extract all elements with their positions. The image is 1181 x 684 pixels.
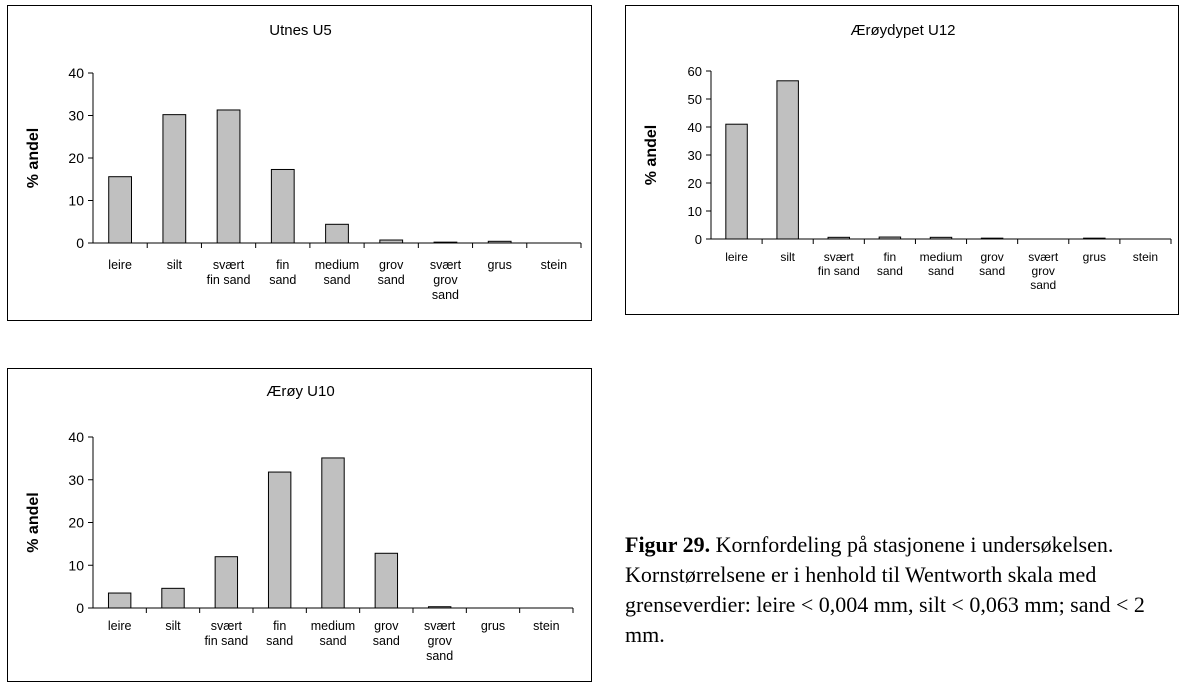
x-tick-label: fin sand: [269, 258, 296, 287]
y-axis-label: % andel: [25, 128, 42, 188]
bar-leire: [107, 592, 132, 609]
x-tick-label: grov sand: [979, 250, 1005, 278]
bar-svært-fin-sand: [216, 109, 241, 244]
bar-leire: [108, 176, 132, 244]
x-tick-label: silt: [165, 619, 181, 633]
x-tick-label: svært grov sand: [430, 258, 462, 302]
x-tick-label: fin sand: [266, 619, 293, 648]
y-tick-label: 30: [68, 108, 84, 124]
y-tick-label: 10: [68, 193, 84, 209]
chart-aeroydypet-u12: Ærøydypet U12 % andel 0 10 20 30 40 50 60 leire si…: [625, 5, 1179, 315]
caption-label: Figur 29.: [625, 532, 711, 557]
y-tick-label: 40: [68, 65, 84, 81]
bar-fin-sand: [270, 168, 295, 244]
figure-caption: Figur 29. Kornfordeling på stasjonene i …: [625, 530, 1180, 650]
bar-silt: [162, 114, 187, 244]
y-tick-label: 30: [688, 148, 702, 163]
y-tick-label: 60: [688, 64, 702, 79]
x-tick-label: grus: [481, 619, 505, 633]
bar-silt: [161, 587, 185, 609]
x-tick-label: grov sand: [373, 619, 400, 648]
bar-grus: [487, 240, 512, 244]
bar-leire: [725, 123, 748, 240]
chart-title: Ærøydypet U12: [850, 22, 955, 39]
bar-medium-sand: [929, 236, 953, 240]
x-tick-label: svært fin sand: [207, 258, 251, 287]
x-tick-label: leire: [108, 619, 132, 633]
bar-grov-sand: [379, 239, 404, 244]
bar-medium-sand: [325, 223, 349, 244]
bar-svært-grov-sand: [433, 241, 458, 244]
chart-utnes-u5: Utnes U5 % andel 0 10 20 30 40 leire silt svært fi…: [7, 5, 592, 321]
x-tick-label: grov sand: [378, 258, 405, 287]
bar-svært-grov-sand: [427, 606, 452, 609]
chart-title: Ærøy U10: [266, 383, 334, 400]
x-tick-label: stein: [541, 258, 567, 272]
bar-medium-sand: [321, 457, 345, 609]
x-tick-label: svært grov sand: [424, 619, 456, 663]
x-tick-label: medium sand: [315, 258, 359, 287]
bar-svært-fin-sand: [214, 556, 239, 609]
x-tick-label: medium sand: [920, 250, 963, 278]
x-tick-label: leire: [725, 250, 748, 264]
y-tick-label: 40: [68, 429, 84, 445]
bar-grov-sand: [374, 552, 399, 609]
y-tick-label: 30: [68, 472, 84, 488]
chart-title: Utnes U5: [269, 22, 332, 39]
y-tick-label: 0: [76, 235, 84, 251]
y-tick-label: 50: [688, 92, 702, 107]
y-tick-label: 20: [68, 150, 84, 166]
chart-aeroydypet-u12-svg: Ærøydypet U12 % andel 0 10 20 30 40 50 60 leire si…: [643, 22, 1172, 292]
bar-fin-sand: [878, 236, 902, 240]
y-axis-label: % andel: [643, 125, 660, 185]
x-tick-label: stein: [533, 619, 559, 633]
y-tick-label: 20: [68, 515, 84, 531]
y-tick-label: 20: [688, 176, 702, 191]
x-tick-label: silt: [167, 258, 183, 272]
y-tick-label: 40: [688, 120, 702, 135]
y-tick-label: 0: [695, 232, 702, 247]
x-tick-label: fin sand: [877, 250, 903, 278]
chart-aeroy-u10: Ærøy U10 % andel 0 10 20 30 40 leire silt svært fi…: [7, 368, 592, 682]
x-tick-label: svært grov sand: [1028, 250, 1059, 292]
bar-silt: [776, 80, 799, 240]
y-axis-label: % andel: [25, 492, 42, 552]
y-tick-label: 10: [68, 557, 84, 573]
x-tick-label: medium sand: [311, 619, 355, 648]
bar-fin-sand: [267, 471, 292, 609]
bar-grus: [1083, 237, 1106, 240]
x-tick-label: grus: [1083, 250, 1106, 264]
x-tick-label: grus: [488, 258, 512, 272]
y-tick-label: 10: [688, 204, 702, 219]
x-tick-label: silt: [780, 250, 795, 264]
x-tick-label: leire: [108, 258, 132, 272]
bar-grov-sand: [980, 237, 1004, 240]
caption-text: Kornfordeling på stasjonene i undersøkel…: [625, 532, 1145, 647]
chart-utnes-u5-svg: Utnes U5 % andel 0 10 20 30 40 leire silt svært fi…: [25, 22, 582, 302]
x-tick-label: svært fin sand: [818, 250, 860, 278]
y-tick-label: 0: [76, 600, 84, 616]
chart-aeroy-u10-svg: Ærøy U10 % andel 0 10 20 30 40 leire silt svært fi…: [25, 383, 574, 663]
bar-svært-fin-sand: [827, 236, 851, 240]
x-tick-label: stein: [1133, 250, 1158, 264]
x-tick-label: svært fin sand: [204, 619, 248, 648]
